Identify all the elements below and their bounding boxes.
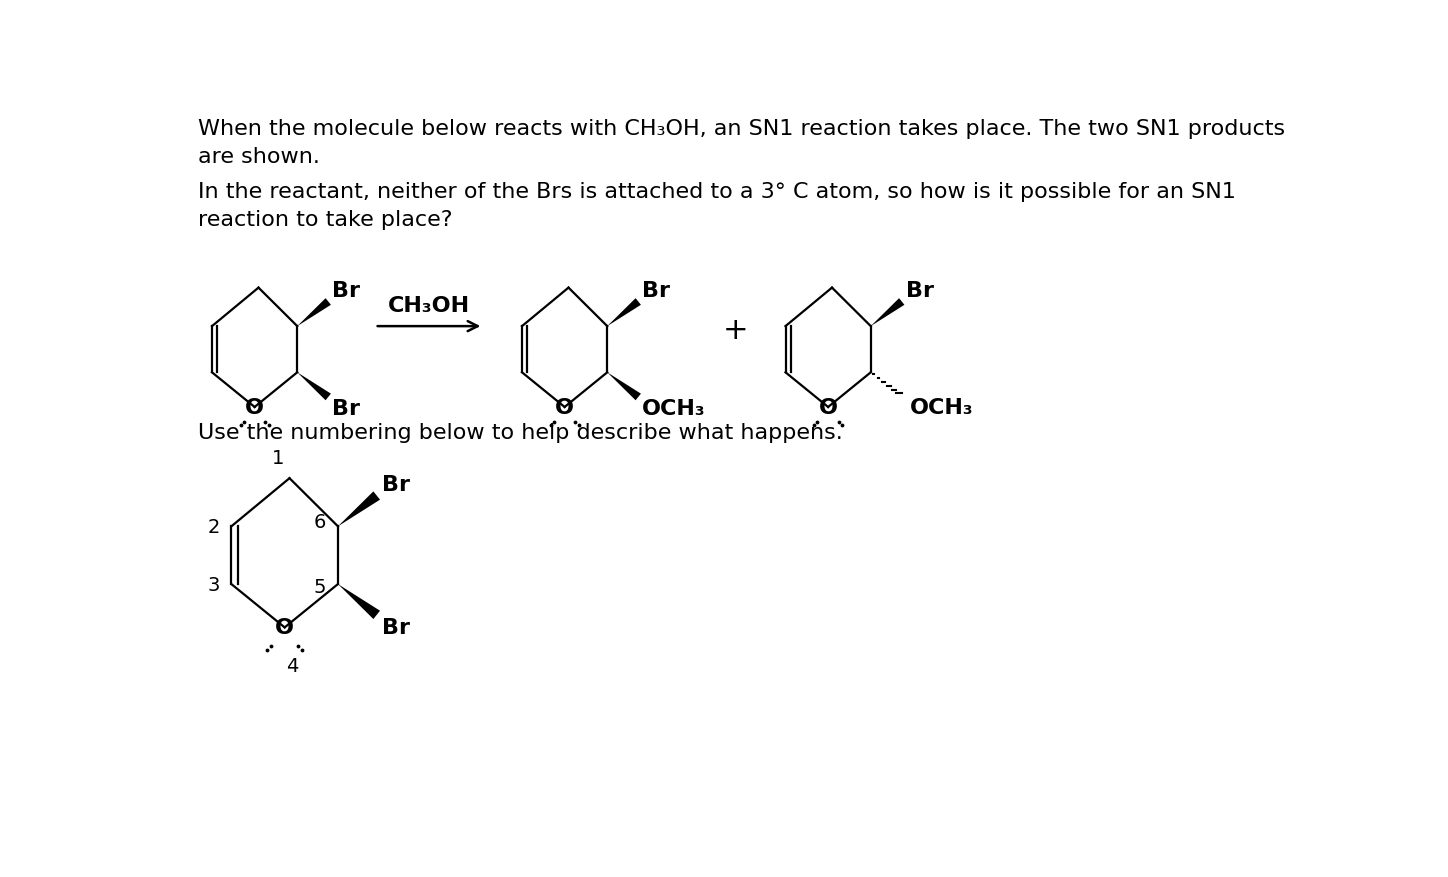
Text: OCH₃: OCH₃ — [909, 397, 973, 417]
Text: Br: Br — [905, 281, 934, 301]
Text: reaction to take place?: reaction to take place? — [198, 210, 453, 230]
Text: Br: Br — [332, 399, 361, 419]
Text: O: O — [275, 617, 294, 638]
Text: OCH₃: OCH₃ — [641, 399, 705, 419]
Text: 4: 4 — [287, 657, 298, 675]
Polygon shape — [870, 299, 905, 327]
Text: are shown.: are shown. — [198, 146, 320, 167]
Polygon shape — [607, 373, 641, 401]
Text: CH₃OH: CH₃OH — [388, 296, 471, 315]
Text: O: O — [245, 397, 264, 417]
Text: O: O — [818, 397, 837, 417]
Polygon shape — [297, 299, 332, 327]
Text: 5: 5 — [314, 578, 326, 596]
Polygon shape — [297, 373, 332, 401]
Text: 6: 6 — [314, 512, 326, 531]
Polygon shape — [337, 584, 379, 619]
Text: O: O — [555, 397, 573, 417]
Text: Br: Br — [641, 281, 670, 301]
Text: Use the numbering below to help describe what happens.: Use the numbering below to help describe… — [198, 423, 843, 443]
Text: Br: Br — [381, 474, 410, 494]
Text: Br: Br — [381, 617, 410, 637]
Text: In the reactant, neither of the Brs is attached to a 3° C atom, so how is it pos: In the reactant, neither of the Brs is a… — [198, 182, 1237, 202]
Polygon shape — [337, 492, 379, 527]
Polygon shape — [607, 299, 641, 327]
Text: 1: 1 — [272, 448, 285, 467]
Text: Br: Br — [332, 281, 361, 301]
Text: 3: 3 — [207, 575, 220, 594]
Text: 2: 2 — [207, 517, 220, 536]
Text: +: + — [723, 316, 749, 345]
Text: When the molecule below reacts with CH₃OH, an SN1 reaction takes place. The two : When the molecule below reacts with CH₃O… — [198, 119, 1286, 139]
